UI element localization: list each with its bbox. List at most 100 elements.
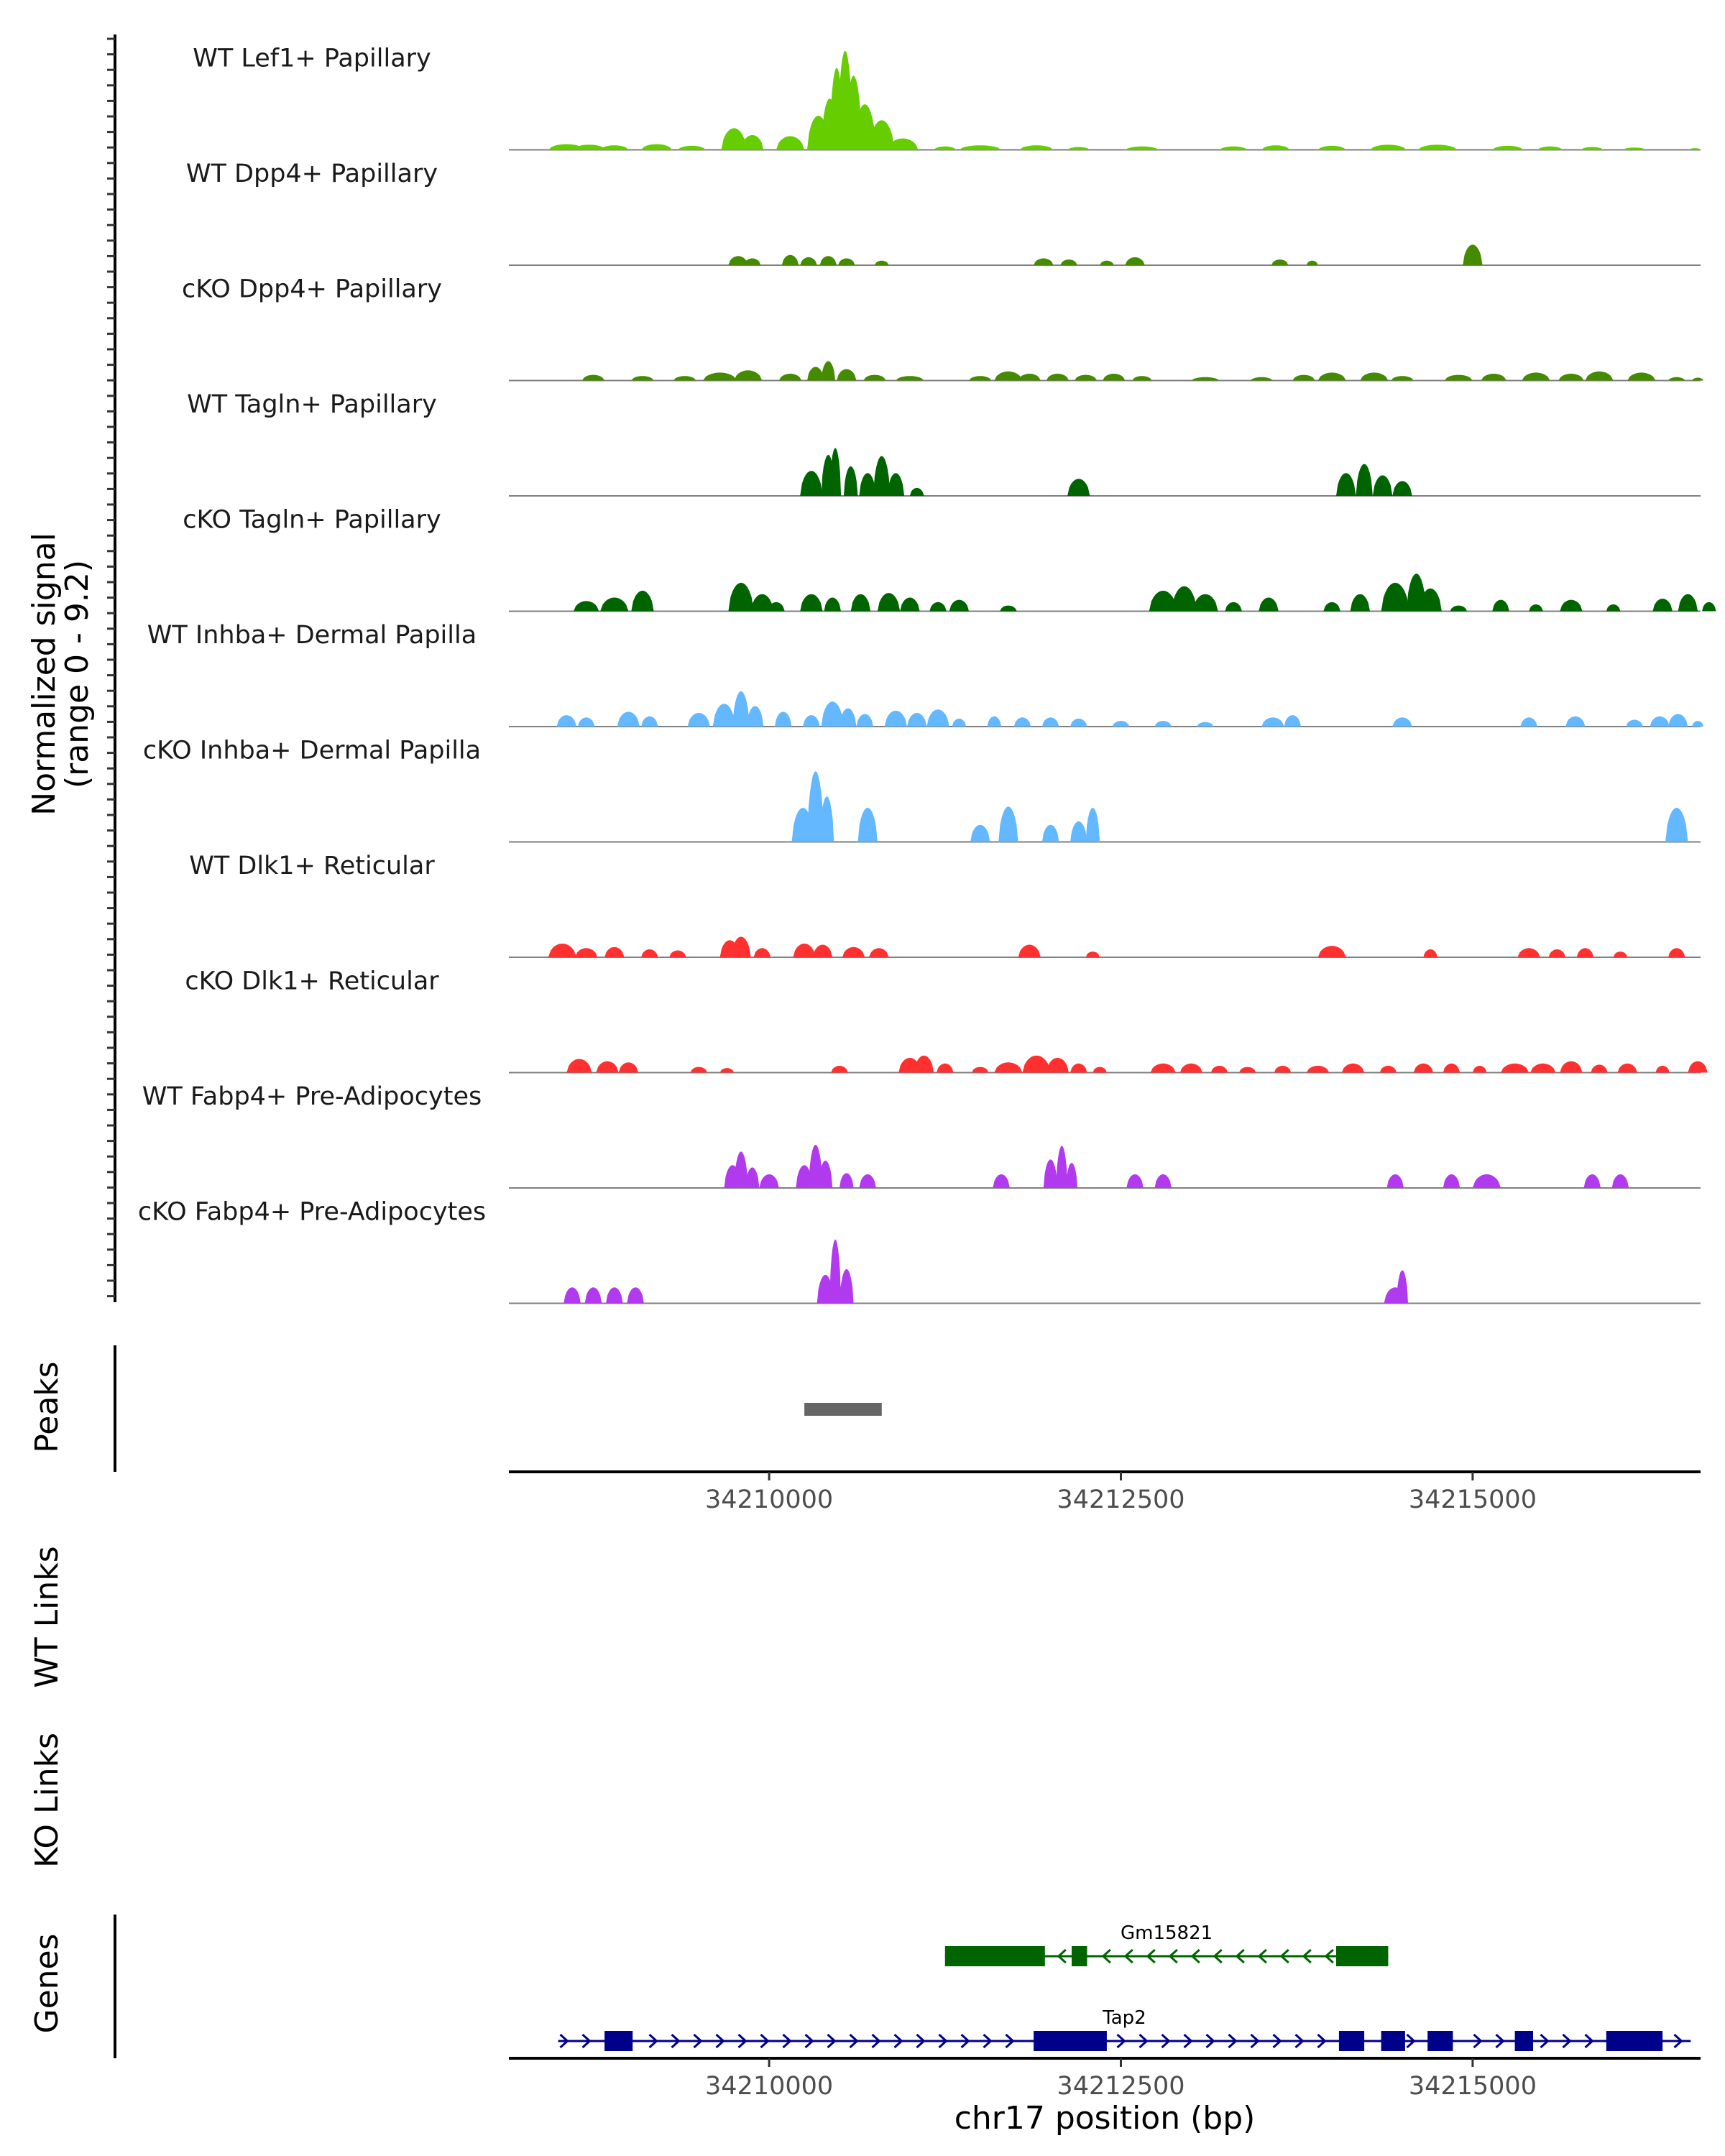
exon [1606, 2031, 1663, 2051]
coverage-peak [793, 944, 816, 957]
coverage-peak [1154, 1174, 1172, 1188]
strand-arrow [960, 2033, 970, 2049]
coverage-peak [1492, 145, 1524, 150]
track-label: cKO Dlk1+ Reticular [185, 967, 439, 996]
coverage-peak [1306, 260, 1318, 265]
strand-arrow [1213, 1948, 1223, 1964]
coverage-peak [1481, 374, 1506, 381]
coverage-peak [728, 582, 754, 612]
coverage-peak [1013, 717, 1031, 727]
coverage-peak [627, 1287, 644, 1304]
coverage-peak [1046, 1057, 1070, 1073]
coverage-peak [1238, 1067, 1256, 1073]
coverage-peak [1019, 145, 1054, 150]
coverage-peak [850, 594, 871, 612]
x-axis-lower: 34210000 34212500 34215000 [705, 2058, 1537, 2101]
coverage-peak [838, 258, 855, 265]
coverage-peak [1360, 372, 1389, 381]
coverage-peak [969, 376, 992, 381]
signal-y-axis-ticks [107, 37, 115, 1298]
exon [604, 2031, 633, 2051]
coverage-peak [1197, 722, 1214, 727]
coverage-peak [564, 1287, 581, 1304]
coverage-peak [1219, 146, 1248, 150]
coverage-peak [840, 708, 857, 727]
coverage-peak [768, 602, 785, 612]
coverage-peak [1392, 717, 1412, 727]
exon [1338, 2031, 1365, 2051]
coverage-peak [926, 709, 949, 727]
coverage-peak [1522, 372, 1550, 381]
coverage-peak [821, 701, 844, 727]
coverage-peak [1655, 1066, 1670, 1073]
exon [1514, 2031, 1533, 2051]
coverage-peak [1501, 1063, 1530, 1073]
strand-arrow [1279, 1948, 1289, 1964]
strand-arrow [827, 2033, 837, 2049]
coverage-peak [1443, 1174, 1460, 1188]
coverage-peak [1417, 144, 1458, 150]
track-label: WT Tagln+ Papillary [187, 390, 437, 419]
coverage-peak [778, 374, 802, 381]
coverage-peak [1092, 1067, 1107, 1073]
coverage-peak [1192, 594, 1218, 612]
coverage-peak [887, 473, 905, 496]
coverage-peak [641, 144, 673, 150]
coverage-peak [859, 1174, 876, 1188]
coverage-peak [741, 134, 764, 150]
ko-links-panel-label: KO Links [29, 1733, 65, 1868]
coverage-peak [581, 374, 605, 381]
track-label: cKO Tagln+ Papillary [183, 506, 441, 535]
coverage-peak [1530, 1063, 1556, 1073]
coverage-peak [1650, 716, 1670, 727]
coverage-peak [869, 120, 895, 150]
strand-arrow [581, 2033, 592, 2049]
coverage-peak [753, 948, 771, 957]
strand-arrow [693, 2033, 703, 2049]
strand-arrow [760, 2033, 770, 2049]
coverage-peak [829, 1239, 842, 1304]
coverage-peak [1413, 1063, 1434, 1073]
coverage-peak [1419, 588, 1442, 612]
x-tick-label: 34212500 [1057, 1485, 1184, 1514]
strand-arrow [1138, 2033, 1149, 2049]
coverage-peak [1149, 590, 1177, 612]
coverage-peak [1560, 1061, 1583, 1073]
coverage-peak [1284, 715, 1302, 727]
coverage-peak [617, 711, 640, 727]
x-axis-title: chr17 position (bp) [954, 2100, 1256, 2137]
coverage-peak [712, 704, 736, 727]
coverage-peak [745, 1167, 760, 1188]
coverage-peak [1041, 717, 1059, 727]
coverage-peak [1537, 146, 1563, 150]
coverage-track: cKO Fabp4+ Pre-Adipocytes [138, 1198, 1701, 1304]
coverage-peak [853, 104, 876, 150]
coverage-peak [577, 717, 595, 727]
coverage-peak [840, 1173, 854, 1188]
track-label: WT Lef1+ Papillary [193, 45, 431, 73]
coverage-peak [1250, 377, 1273, 381]
coverage-peak [775, 711, 792, 727]
exon [1427, 2031, 1453, 2051]
strand-arrow [1540, 2033, 1550, 2049]
strand-arrow [1495, 2033, 1505, 2049]
coverage-peak [776, 136, 805, 150]
coverage-peak [1154, 721, 1172, 727]
strand-arrow [938, 2033, 948, 2049]
coverage-peak [808, 1144, 823, 1188]
coverage-peak [631, 590, 654, 612]
coverage-peak [781, 254, 799, 265]
coverage-peak [796, 1165, 813, 1188]
coverage-peak [1665, 807, 1688, 842]
strand-arrow [1257, 1948, 1267, 1964]
coverage-peak [1070, 821, 1087, 842]
coverage-track: WT Lef1+ Papillary [193, 45, 1701, 151]
coverage-peak [884, 710, 907, 727]
strand-arrow [1190, 1948, 1200, 1964]
coverage-peak [677, 145, 706, 150]
coverage-peak [959, 145, 1002, 150]
coverage-peak [1688, 1061, 1708, 1073]
coverage-peak [604, 946, 625, 957]
coverage-peak [1041, 824, 1059, 842]
strand-arrow [893, 2033, 903, 2049]
